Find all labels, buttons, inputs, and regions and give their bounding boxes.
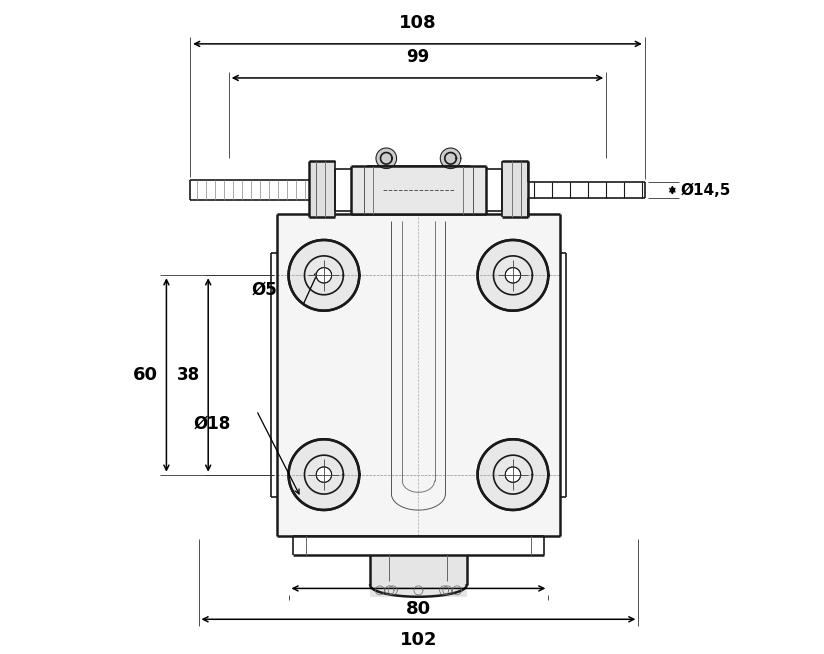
Polygon shape bbox=[440, 148, 461, 169]
Bar bbox=[351, 166, 486, 215]
Polygon shape bbox=[288, 439, 359, 510]
Text: Ø18: Ø18 bbox=[194, 414, 231, 432]
Bar bbox=[277, 215, 559, 536]
Text: Ø5: Ø5 bbox=[251, 281, 277, 298]
Bar bbox=[370, 555, 466, 597]
Polygon shape bbox=[316, 267, 331, 283]
Text: 108: 108 bbox=[399, 14, 436, 32]
Text: 102: 102 bbox=[400, 631, 438, 649]
Text: 99: 99 bbox=[406, 48, 429, 66]
Polygon shape bbox=[376, 148, 396, 169]
Text: 80: 80 bbox=[406, 600, 431, 618]
Text: 38: 38 bbox=[176, 366, 200, 384]
Text: Ø14,5: Ø14,5 bbox=[681, 182, 731, 198]
Bar bbox=[309, 161, 335, 218]
Text: 60: 60 bbox=[133, 366, 158, 384]
Polygon shape bbox=[316, 467, 331, 483]
Polygon shape bbox=[478, 439, 548, 510]
Polygon shape bbox=[505, 267, 521, 283]
Polygon shape bbox=[505, 467, 521, 483]
Polygon shape bbox=[288, 240, 359, 311]
Polygon shape bbox=[478, 240, 548, 311]
Bar bbox=[502, 161, 527, 218]
